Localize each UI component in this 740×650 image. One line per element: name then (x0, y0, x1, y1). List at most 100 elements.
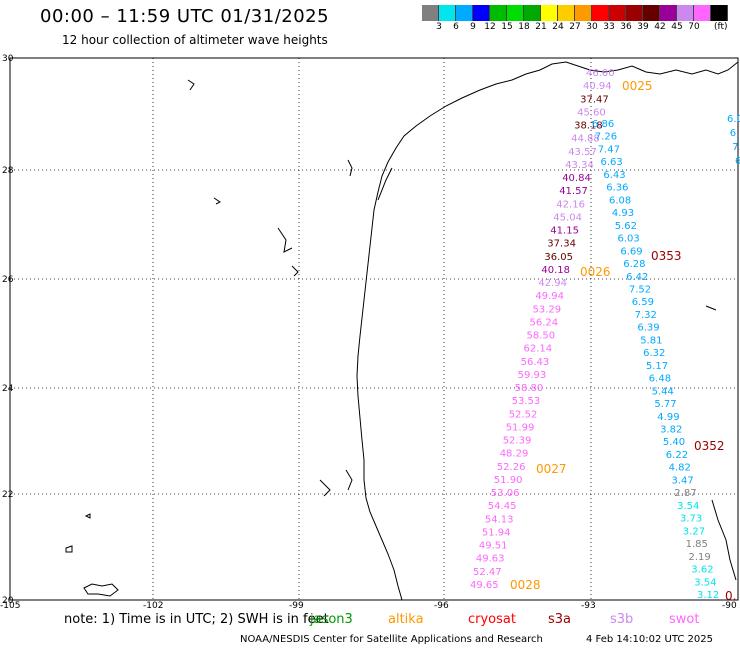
scale-label: 45 (671, 22, 683, 32)
scale-swatch (626, 5, 643, 21)
wave-height-value: 53.29 (533, 304, 562, 315)
wave-height-value: 6.43 (603, 170, 625, 181)
wave-height-value: 54.45 (488, 501, 517, 512)
wave-height-value: 62.14 (524, 344, 553, 355)
wave-height-value: 6.03 (618, 234, 640, 245)
satellite-legend-item: cryosat (468, 612, 516, 627)
wave-height-value: 58.80 (515, 383, 544, 394)
wave-height-value: 1.85 (686, 539, 708, 550)
scale-label: 33 (603, 22, 615, 32)
wave-height-value: 6.48 (649, 374, 671, 385)
wave-height-value: 38.18 (574, 121, 603, 132)
scale-label: 12 (484, 22, 496, 32)
latitude-label: 22 (2, 490, 14, 500)
scale-swatch (660, 5, 677, 21)
wave-height-value: 46.00 (586, 68, 615, 79)
track-west-values: 46.00 40.94 37.47 45.60 38.18 44.88 43.57 43.34… (470, 68, 615, 591)
longitude-label: -93 (581, 601, 596, 611)
scale-unit: (ft) (714, 22, 728, 32)
wave-height-value: 53.06 (491, 488, 520, 499)
wave-height-value: 2.19 (689, 552, 711, 563)
wave-height-value: 5.77 (654, 399, 676, 410)
scale-swatch (524, 5, 541, 21)
scale-label: 42 (654, 22, 666, 32)
wave-height-value: 6. (730, 128, 740, 139)
wave-height-value: 37.34 (547, 239, 576, 250)
wave-height-value: 5.81 (640, 335, 662, 346)
wave-height-value: 6.86 (592, 119, 614, 130)
wave-height-value: 56.43 (521, 357, 550, 368)
wave-height-value: 43.57 (568, 147, 597, 158)
map-subtitle: 12 hour collection of altimeter wave hei… (62, 33, 328, 47)
pass-time-label: 0025 (622, 79, 653, 93)
wave-height-value: 6.32 (643, 348, 665, 359)
wave-height-value: 51.99 (506, 423, 535, 434)
scale-swatch (677, 5, 694, 21)
coastline (65, 61, 739, 601)
wave-height-value: 37.47 (580, 94, 609, 105)
wave-height-value: 3.54 (677, 501, 699, 512)
scale-swatch (711, 5, 728, 21)
scale-label: 15 (501, 22, 513, 32)
scale-label: 36 (620, 22, 632, 32)
scale-label: 24 (552, 22, 564, 32)
wave-height-value: 3.62 (691, 565, 713, 576)
scale-label: 27 (569, 22, 581, 32)
map-frame (9, 57, 739, 601)
wave-height-value: 52.47 (473, 567, 502, 578)
scale-label: 21 (535, 22, 547, 32)
pass-time-label: 0353 (651, 249, 682, 263)
wave-height-value: 59.93 (518, 370, 547, 381)
pass-time-label: 0028 (510, 578, 541, 592)
wave-height-value: 49.63 (476, 554, 505, 565)
pass-time-label: 0352 (694, 439, 725, 453)
scale-label: 9 (470, 22, 476, 32)
wave-height-value: 49.65 (470, 580, 499, 591)
wave-height-value: 52.52 (509, 409, 538, 420)
pass-time-labels: 0025 0026 0027 0028 0353 0352 0. (510, 79, 736, 603)
wave-height-value: 6.42 (626, 272, 648, 283)
wave-height-value: 49.94 (535, 291, 564, 302)
satellite-legend-item: s3a (548, 612, 572, 627)
longitude-label: -90 (722, 601, 737, 611)
scale-swatch (507, 5, 524, 21)
footer-credit: NOAA/NESDIS Center for Satellite Applica… (240, 634, 543, 645)
pass-time-label: 0027 (536, 462, 567, 476)
satellite-legend-item: s3b (610, 612, 634, 627)
wave-height-value: 36.05 (544, 252, 573, 263)
wave-height-value: 5.44 (652, 386, 674, 397)
wave-height-value: 42.16 (556, 199, 585, 210)
wave-height-value: 51.90 (494, 475, 523, 486)
wave-height-value: 52.39 (503, 436, 532, 447)
pass-time-label: 0026 (580, 265, 611, 279)
longitude-label: -105 (0, 601, 21, 611)
pass-time-label: 0. (725, 589, 736, 603)
wave-height-value: 40.94 (583, 81, 612, 92)
wave-height-value: 56.24 (530, 317, 559, 328)
scale-swatch (643, 5, 660, 21)
wave-height-value: 4.82 (669, 463, 691, 474)
wave-height-value: 44.88 (571, 134, 600, 145)
latitude-label: 28 (2, 166, 14, 176)
wave-height-value: 54.13 (485, 514, 514, 525)
scale-swatch (694, 5, 711, 21)
longitude-label: -102 (143, 601, 164, 611)
wave-height-value: 6.22 (666, 450, 688, 461)
scale-swatch (490, 5, 507, 21)
wave-height-value: 7.47 (598, 145, 620, 156)
latitude-label: 26 (2, 275, 14, 285)
wave-height-value: 45.04 (553, 212, 582, 223)
wave-height-value: 4.93 (612, 208, 634, 219)
scale-label: 70 (688, 22, 700, 32)
wave-height-value: 6.59 (632, 297, 654, 308)
scale-swatch (575, 5, 592, 21)
wave-height-value: 6.39 (637, 323, 659, 334)
wave-height-value: 4.99 (657, 412, 679, 423)
longitude-label: -99 (289, 601, 304, 611)
scale-swatch (422, 5, 439, 21)
wave-height-value: 5.62 (615, 221, 637, 232)
wave-height-value: 6.69 (620, 246, 642, 257)
wave-height-value: 7. (732, 142, 740, 153)
footer-date: 4 Feb 14:10:02 UTC 2025 (586, 634, 713, 645)
